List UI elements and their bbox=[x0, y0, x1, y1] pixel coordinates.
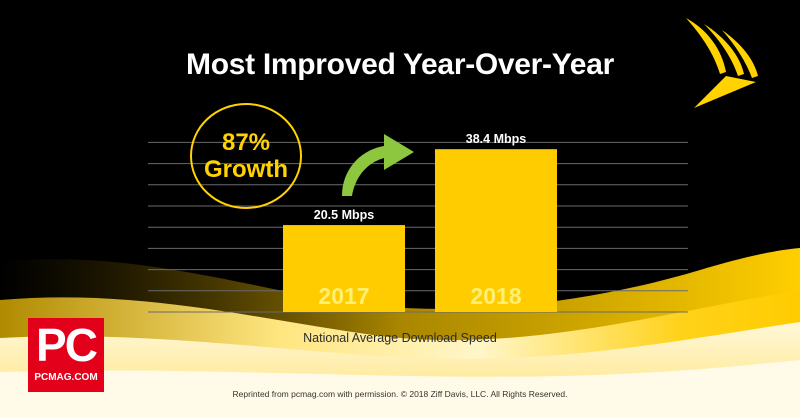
growth-percent: 87% bbox=[221, 129, 271, 156]
bar-2017 bbox=[283, 225, 405, 312]
sprint-logo-icon bbox=[686, 18, 758, 108]
data-label: 20.5 Mbps bbox=[314, 208, 374, 222]
pcmag-logo-text: PC bbox=[36, 319, 98, 371]
growth-arrow-icon bbox=[342, 134, 414, 196]
data-label: 38.4 Mbps bbox=[466, 132, 526, 146]
pcmag-site-text: PCMAG.COM bbox=[34, 372, 98, 383]
bar-2018 bbox=[435, 149, 557, 312]
pcmag-logo: PC PCMAG.COM bbox=[28, 318, 104, 392]
copyright-footer: Reprinted from pcmag.com with permission… bbox=[232, 389, 568, 399]
chart-title: Most Improved Year-Over-Year bbox=[186, 48, 614, 81]
growth-badge: 87% Growth bbox=[190, 103, 302, 209]
growth-label: Growth bbox=[204, 156, 288, 183]
category-label: 2018 bbox=[470, 283, 521, 309]
bars: 20.5 Mbps 2017 38.4 Mbps 2018 bbox=[283, 132, 557, 312]
category-label: 2017 bbox=[318, 283, 369, 309]
x-axis-label: National Average Download Speed bbox=[303, 331, 497, 345]
